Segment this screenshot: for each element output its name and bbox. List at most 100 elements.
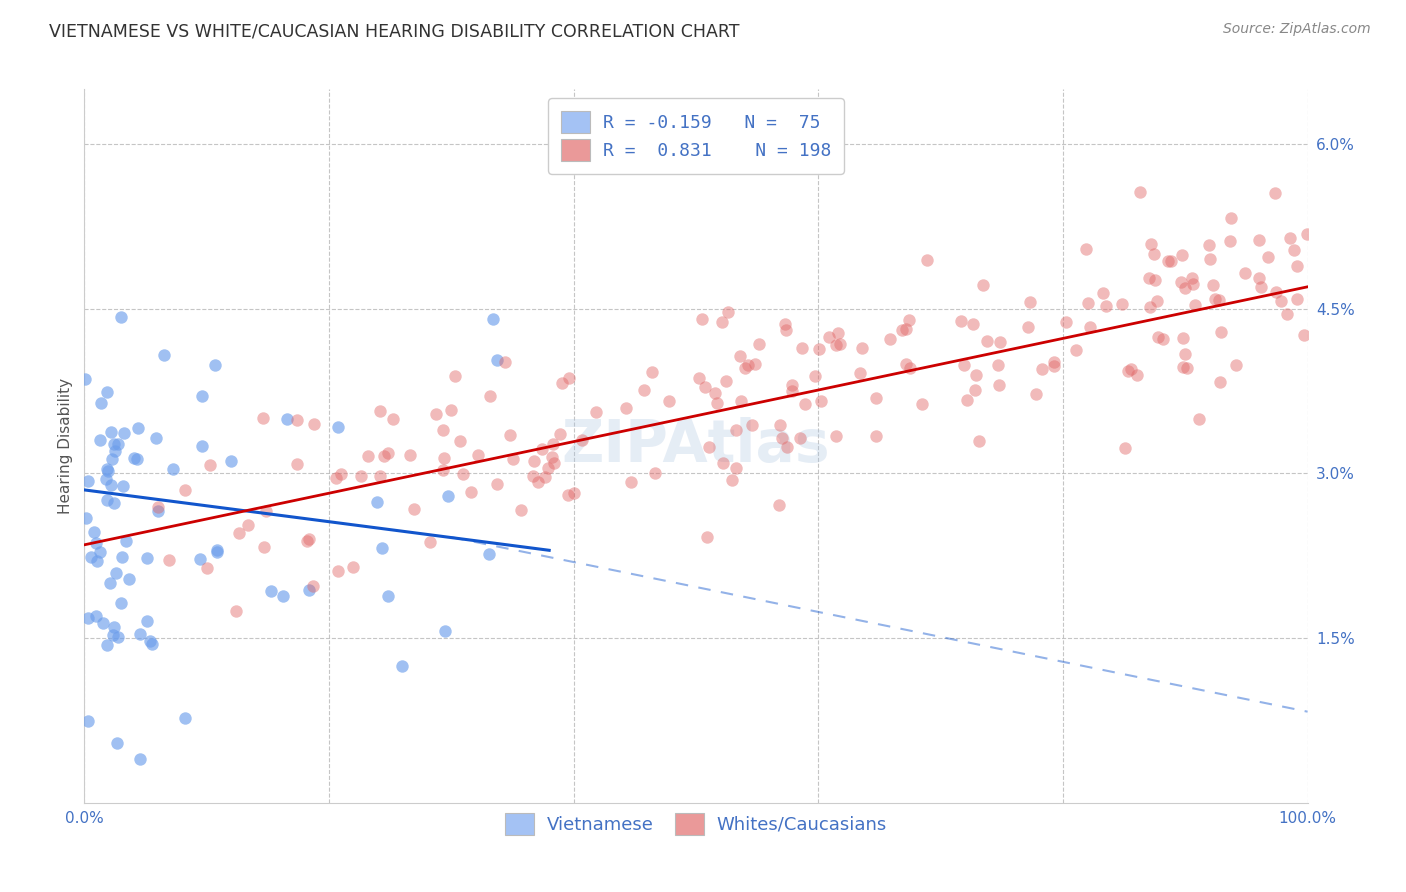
Point xyxy=(896,357,918,371)
Point xyxy=(94,472,117,486)
Point xyxy=(190,389,212,403)
Point xyxy=(967,434,990,449)
Point xyxy=(482,311,505,326)
Point xyxy=(571,433,593,447)
Point xyxy=(191,440,214,454)
Point xyxy=(83,525,105,540)
Point xyxy=(1137,270,1160,285)
Point xyxy=(879,332,901,346)
Point xyxy=(730,394,752,409)
Point xyxy=(551,376,574,390)
Point xyxy=(302,417,325,431)
Point xyxy=(436,489,458,503)
Point xyxy=(105,736,128,750)
Point xyxy=(1199,252,1222,266)
Point xyxy=(433,624,456,639)
Point xyxy=(96,493,118,508)
Point xyxy=(728,349,751,363)
Point xyxy=(391,659,413,673)
Point xyxy=(502,451,524,466)
Point xyxy=(706,396,728,410)
Point xyxy=(780,377,803,392)
Point xyxy=(302,579,325,593)
Point xyxy=(817,330,839,344)
Point xyxy=(614,401,637,415)
Point xyxy=(1286,292,1309,306)
Point xyxy=(548,426,571,441)
Point xyxy=(711,456,734,470)
Point xyxy=(1126,368,1149,383)
Point xyxy=(741,418,763,433)
Point xyxy=(1225,358,1247,372)
Point xyxy=(136,614,159,628)
Point xyxy=(1042,359,1064,374)
Point xyxy=(77,714,100,728)
Point xyxy=(76,475,98,489)
Point xyxy=(1208,293,1230,307)
Point xyxy=(1188,412,1211,426)
Point xyxy=(620,475,643,490)
Point xyxy=(75,511,97,525)
Point xyxy=(100,451,122,466)
Point xyxy=(825,337,848,351)
Point xyxy=(377,445,399,459)
Point xyxy=(1249,233,1271,247)
Point xyxy=(950,313,973,327)
Point xyxy=(326,419,349,434)
Point xyxy=(73,372,96,386)
Point xyxy=(1175,361,1198,376)
Point xyxy=(1143,273,1166,287)
Point xyxy=(956,392,979,407)
Point xyxy=(225,604,247,618)
Point xyxy=(478,547,501,561)
Point xyxy=(328,564,350,578)
Point xyxy=(105,566,128,580)
Point xyxy=(399,448,422,462)
Point xyxy=(828,337,851,351)
Point xyxy=(724,460,747,475)
Point xyxy=(1181,277,1204,292)
Point xyxy=(107,630,129,644)
Point xyxy=(402,502,425,516)
Point xyxy=(77,611,100,625)
Point xyxy=(1129,185,1152,199)
Point xyxy=(432,463,454,477)
Point xyxy=(1157,253,1180,268)
Point xyxy=(368,404,391,418)
Point xyxy=(790,341,813,355)
Point xyxy=(640,365,662,379)
Point xyxy=(1204,293,1226,307)
Point xyxy=(1279,231,1302,245)
Point xyxy=(157,553,180,567)
Point xyxy=(775,440,797,454)
Point xyxy=(1250,280,1272,294)
Point xyxy=(100,477,122,491)
Point xyxy=(898,361,921,376)
Point xyxy=(962,317,984,331)
Point xyxy=(174,711,197,725)
Point xyxy=(896,322,918,336)
Point xyxy=(357,449,380,463)
Point xyxy=(509,502,531,516)
Point xyxy=(562,486,585,500)
Point xyxy=(298,532,321,546)
Point xyxy=(96,638,118,652)
Point xyxy=(146,500,169,514)
Point xyxy=(911,397,934,411)
Point xyxy=(188,551,211,566)
Point xyxy=(419,535,441,549)
Point xyxy=(734,360,756,375)
Point xyxy=(963,383,986,397)
Point xyxy=(349,469,371,483)
Legend: Vietnamese, Whites/Caucasians: Vietnamese, Whites/Caucasians xyxy=(492,800,900,847)
Point xyxy=(104,443,127,458)
Point xyxy=(768,499,790,513)
Point xyxy=(851,341,873,355)
Point xyxy=(112,479,135,493)
Point xyxy=(252,410,274,425)
Point xyxy=(80,549,103,564)
Point xyxy=(118,572,141,586)
Point xyxy=(197,561,219,575)
Point xyxy=(865,429,887,443)
Point xyxy=(1234,266,1257,280)
